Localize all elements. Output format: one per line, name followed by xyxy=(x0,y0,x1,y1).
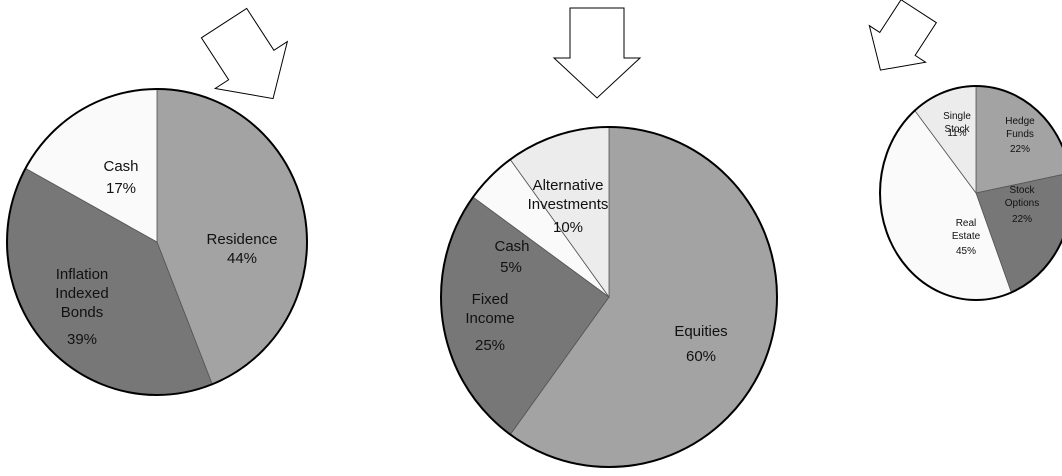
slice-label-fixed-income: Fixed Income xyxy=(465,291,514,327)
slice-label-single-stock: Single Stock xyxy=(943,111,971,135)
pie-chart-3: Hedge Funds 22% Stock Options 22% Real Estate 45… xyxy=(879,85,1062,301)
slice-label-residence: Residence xyxy=(207,231,278,248)
pie-outline xyxy=(6,88,308,396)
slice-label-hedge-funds: Hedge Funds xyxy=(1005,116,1035,140)
slice-label-cash: Cash xyxy=(494,238,529,255)
down-arrow-icon xyxy=(868,0,938,71)
slice-label-inflation-indexed-bonds: Inflation Indexed Bonds xyxy=(55,266,108,321)
slice-value-fixed-income: 25% xyxy=(475,337,505,354)
slice-value-single-stock: 11% xyxy=(947,128,966,139)
slice-label-equities: Equities xyxy=(674,323,727,340)
down-arrow-icon xyxy=(200,7,289,100)
slice-label-real-estate: Real Estate xyxy=(952,218,981,242)
slice-value-real-estate: 45% xyxy=(956,246,976,257)
pie-outline xyxy=(440,126,778,468)
down-arrow-icon xyxy=(552,7,642,99)
pie-chart-1: Residence 44% Inflation Indexed Bonds 39% Cash… xyxy=(6,88,308,396)
pie-chart-2: Equities 60% Fixed Income 25% Cash 5% Alternati… xyxy=(440,126,778,468)
slice-value-cash: 17% xyxy=(106,180,136,197)
slice-label-cash: Cash xyxy=(103,158,138,175)
slice-label-alternative-investments: Alternative Investments xyxy=(528,177,609,213)
slice-value-residence: 44% xyxy=(227,250,257,267)
slice-value-stock-options: 22% xyxy=(1012,214,1032,225)
pie-outline xyxy=(879,85,1062,301)
slice-label-stock-options: Stock Options xyxy=(1005,185,1039,209)
slice-value-inflation-indexed-bonds: 39% xyxy=(67,331,97,348)
slice-value-cash: 5% xyxy=(500,259,522,276)
slice-value-hedge-funds: 22% xyxy=(1010,144,1030,155)
slice-value-alternative-investments: 10% xyxy=(553,219,583,236)
slice-value-equities: 60% xyxy=(686,348,716,365)
